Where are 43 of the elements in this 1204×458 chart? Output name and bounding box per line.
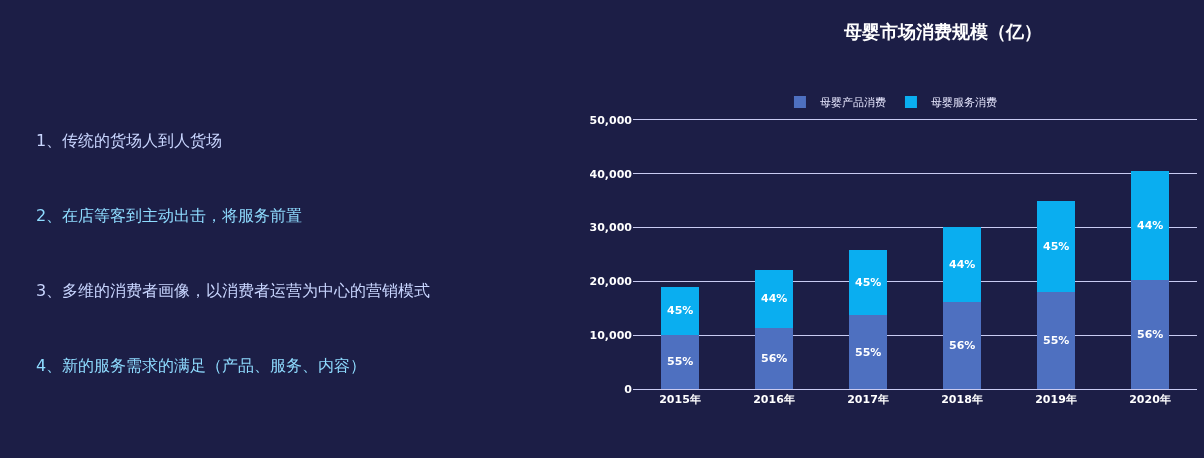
y-tick-label: 30,000 <box>589 221 633 235</box>
annotation: 55% <box>855 346 882 359</box>
annotation: 44% <box>1137 219 1164 232</box>
annotation: 45% <box>855 276 882 289</box>
annotation: 45% <box>667 304 694 317</box>
bar <box>755 269 793 328</box>
y-tick-label: 20,000 <box>589 275 633 289</box>
bar <box>849 315 887 389</box>
bar <box>1131 279 1169 389</box>
legend-label: 母婴服务消费 <box>930 96 997 110</box>
bar <box>661 286 699 335</box>
annotation: 55% <box>1043 334 1070 347</box>
text: 2、在店等客到主动出击，将服务前置 <box>36 206 303 225</box>
x-tick-label: 2019年 <box>1035 393 1077 407</box>
bar <box>1131 170 1169 280</box>
bar <box>943 302 981 389</box>
text: 4、新的服务需求的满足（产品、服务、内容） <box>36 356 367 375</box>
chart-title: 母婴市场消费规模（亿） <box>843 21 1042 43</box>
bar <box>1037 291 1075 389</box>
y-tick-label: 0 <box>624 382 633 396</box>
annotation: 55% <box>667 355 694 368</box>
x-tick-label: 2018年 <box>941 393 983 407</box>
x-tick-label: 2017年 <box>847 393 889 407</box>
annotation: 44% <box>949 258 976 271</box>
x-tick-label: 2016年 <box>753 393 795 407</box>
x-tick-label: 2015年 <box>659 393 701 407</box>
text: 3、多维的消费者画像，以消费者运营为中心的营销模式 <box>36 281 431 300</box>
annotation: 56% <box>949 339 976 352</box>
y-tick-label: 50,000 <box>589 113 633 127</box>
bar <box>661 334 699 389</box>
text: 1、传统的货场人到人货场 <box>36 131 223 150</box>
annotation: 44% <box>761 292 788 305</box>
legend-label: 母婴产品消费 <box>819 96 886 110</box>
bar <box>1037 200 1075 292</box>
bar <box>755 327 793 389</box>
bar <box>849 249 887 316</box>
bar <box>943 226 981 303</box>
y-tick-label: 10,000 <box>589 329 633 343</box>
y-tick-label: 40,000 <box>589 167 633 181</box>
annotation: 56% <box>1137 328 1164 341</box>
x-tick-label: 2020年 <box>1129 393 1171 407</box>
annotation: 45% <box>1043 240 1070 253</box>
annotation: 56% <box>761 352 788 365</box>
